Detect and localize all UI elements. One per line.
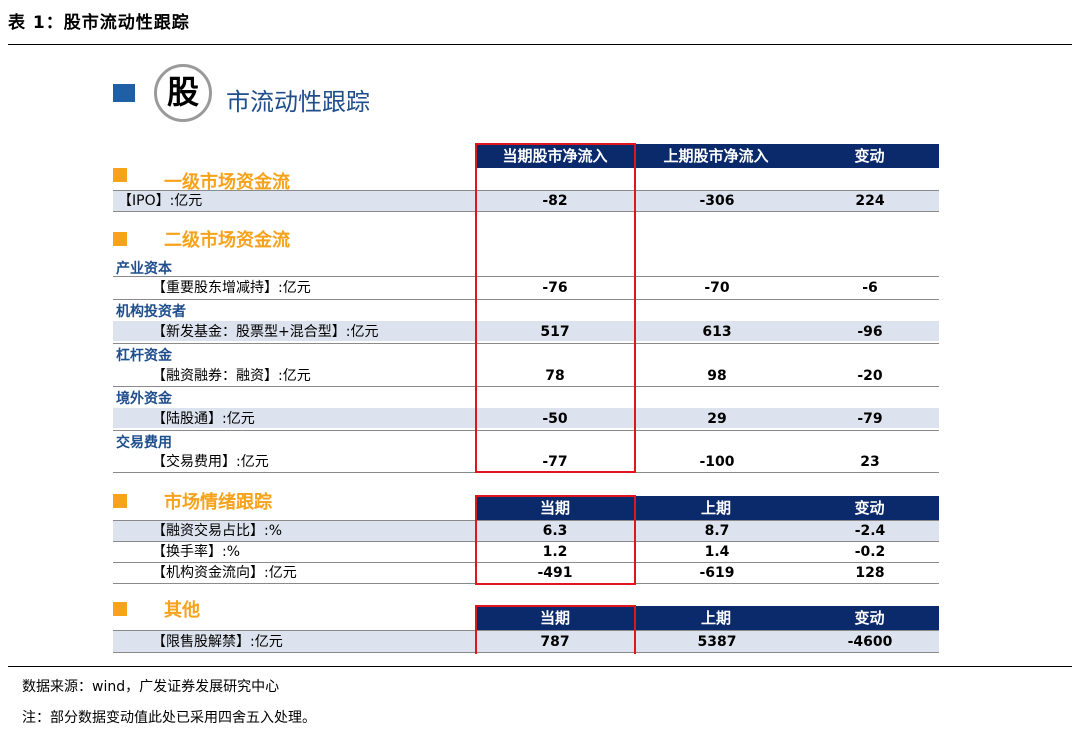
row-divider: [113, 520, 939, 521]
row-divider: [113, 630, 939, 631]
highlight-box-other: [475, 605, 636, 654]
section-title-secondary: 二级市场资金流: [164, 230, 290, 251]
row-divider: [113, 430, 939, 431]
table-row: [113, 521, 939, 541]
cell-previous: -100: [699, 454, 735, 470]
table-row: [113, 631, 939, 652]
section-title-other: 其他: [164, 600, 200, 621]
row-label: 【新发基金：股票型+混合型】:亿元: [152, 324, 379, 340]
cell-current: -50: [542, 411, 568, 427]
header-bar-top: [476, 144, 939, 168]
row-label: 【限售股解禁】:亿元: [152, 634, 283, 650]
cell-previous: 29: [707, 411, 727, 427]
row-label: 【重要股东增减持】:亿元: [152, 280, 311, 296]
col-head-prev-inflow: 上期股市净流入: [663, 147, 769, 165]
col-head-previous: 上期: [700, 499, 731, 517]
cell-current: -82: [542, 193, 568, 209]
bottom-divider: [8, 666, 1072, 667]
cell-previous: 98: [707, 368, 727, 384]
header-bar-sentiment: [476, 496, 939, 520]
col-head-change: 变动: [854, 147, 885, 165]
row-divider: [113, 276, 939, 277]
page-title: 市流动性跟踪: [226, 88, 370, 116]
table-row: [113, 321, 939, 341]
group-name: 产业资本: [116, 261, 172, 277]
cell-previous: 613: [702, 324, 732, 340]
table-caption: 表 1：股市流动性跟踪: [8, 13, 190, 33]
cell-previous: -70: [704, 280, 730, 296]
cell-current: -491: [537, 565, 573, 581]
cell-current: 787: [540, 634, 570, 650]
group-name: 杠杆资金: [116, 348, 172, 364]
cell-current: 517: [540, 324, 570, 340]
col-head-current-inflow: 当期股市净流入: [502, 147, 608, 165]
row-divider: [113, 211, 939, 212]
col-head-previous: 上期: [700, 609, 731, 627]
section-square-icon: [113, 602, 127, 616]
row-label: 【陆股通】:亿元: [152, 411, 255, 427]
cell-change: -6: [862, 280, 878, 296]
cell-change: -0.2: [854, 544, 886, 560]
cell-change: -79: [857, 411, 883, 427]
cell-current: 1.2: [542, 544, 568, 560]
cell-current: 6.3: [542, 523, 568, 539]
cell-previous: 5387: [697, 634, 737, 650]
row-label: 【IPO】:亿元: [118, 193, 203, 209]
cell-previous: -619: [699, 565, 735, 581]
top-divider: [8, 44, 1072, 45]
col-head-change: 变动: [854, 609, 885, 627]
cell-change: -4600: [847, 634, 893, 650]
row-divider: [113, 562, 939, 563]
group-name: 机构投资者: [116, 304, 186, 320]
cell-current: -77: [542, 454, 568, 470]
cell-change: 224: [855, 193, 885, 209]
section-title-sentiment: 市场情绪跟踪: [164, 492, 272, 513]
title-square-icon: [113, 84, 135, 102]
cell-previous: 1.4: [704, 544, 730, 560]
cell-current: -76: [542, 280, 568, 296]
cell-change: 128: [855, 565, 885, 581]
row-divider: [113, 190, 939, 191]
section-title-primary: 一级市场资金流: [164, 172, 290, 193]
highlight-box-current: [475, 143, 636, 473]
cell-previous: -306: [699, 193, 735, 209]
section-square-icon: [113, 168, 127, 182]
group-name: 境外资金: [116, 391, 172, 407]
group-name: 交易费用: [116, 435, 172, 451]
row-divider: [113, 652, 939, 653]
col-head-change: 变动: [854, 499, 885, 517]
section-square-icon: [113, 232, 127, 246]
section-square-icon: [113, 494, 127, 508]
cell-change: -20: [857, 368, 883, 384]
cell-change: -96: [857, 324, 883, 340]
row-label: 【机构资金流向】:亿元: [152, 565, 297, 581]
highlight-box-sentiment: [475, 495, 636, 585]
table-row: [113, 408, 939, 428]
title-circle-char: 股: [154, 64, 212, 122]
row-label: 【交易费用】:亿元: [152, 454, 269, 470]
col-head-current: 当期: [539, 609, 570, 627]
row-divider: [113, 541, 939, 542]
row-label: 【融资交易占比】:%: [152, 523, 283, 539]
row-divider: [113, 386, 939, 387]
footnote: 注：部分数据变动值此处已采用四舍五入处理。: [22, 710, 316, 726]
cell-current: 78: [545, 368, 565, 384]
cell-change: 23: [860, 454, 880, 470]
col-head-current: 当期: [539, 499, 570, 517]
cell-previous: 8.7: [704, 523, 730, 539]
row-divider: [113, 299, 939, 300]
row-divider: [113, 343, 939, 344]
source-note: 数据来源：wind，广发证券发展研究中心: [22, 679, 280, 695]
row-label: 【换手率】:%: [152, 544, 241, 560]
row-label: 【融资融券：融资】:亿元: [152, 368, 311, 384]
cell-change: -2.4: [854, 523, 886, 539]
header-bar-other: [476, 606, 939, 630]
table-row: [113, 191, 939, 211]
